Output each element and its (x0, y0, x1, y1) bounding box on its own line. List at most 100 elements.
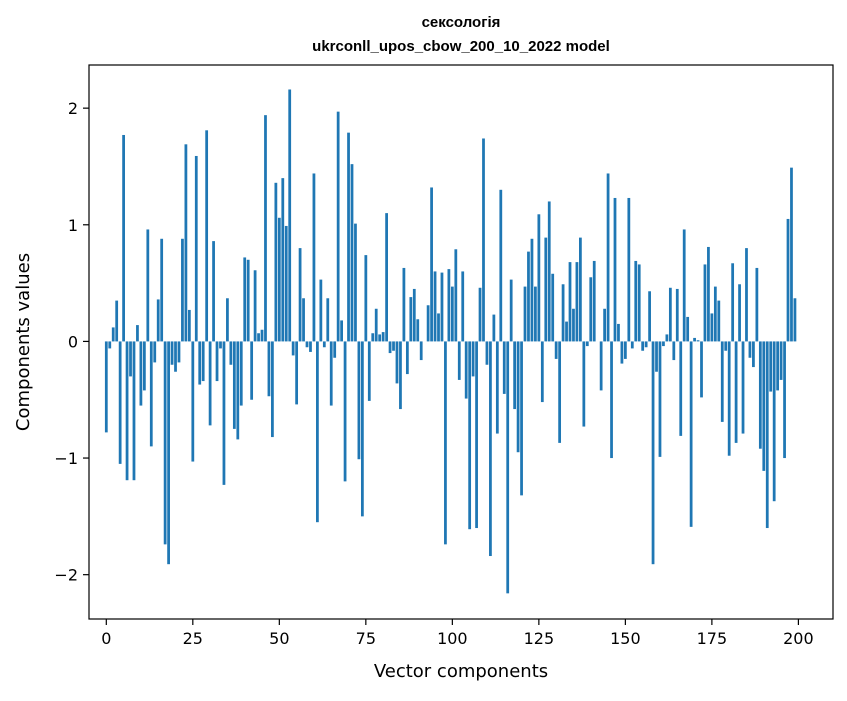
bar (579, 238, 582, 342)
bar (742, 341, 745, 433)
bar (143, 341, 146, 390)
bar (454, 249, 457, 341)
bar (697, 340, 700, 341)
bar (420, 341, 423, 360)
bar (441, 273, 444, 342)
bar (392, 341, 395, 350)
bar (496, 341, 499, 433)
bar (593, 261, 596, 341)
bar (406, 341, 409, 374)
bar (264, 115, 267, 341)
bar (537, 214, 540, 341)
bar (202, 341, 205, 381)
bar (641, 341, 644, 350)
bar (655, 341, 658, 371)
bar (551, 274, 554, 342)
bar (506, 341, 509, 593)
bar (683, 229, 686, 341)
bar (510, 280, 513, 342)
bar (707, 247, 710, 341)
bar (617, 324, 620, 341)
x-tick-label: 150 (610, 629, 641, 648)
x-tick-label: 175 (697, 629, 728, 648)
bar (236, 341, 239, 439)
bar (520, 341, 523, 495)
bar (503, 341, 506, 393)
bar (112, 327, 115, 341)
bar (461, 271, 464, 341)
bar (794, 298, 797, 341)
bar (226, 298, 229, 341)
bar (437, 313, 440, 341)
bar (513, 341, 516, 409)
bars-group (105, 89, 796, 593)
x-tick-label: 50 (269, 629, 289, 648)
bar (122, 135, 125, 341)
bar (648, 291, 651, 341)
x-tick-label: 75 (356, 629, 376, 648)
bar (755, 268, 758, 341)
bar (281, 178, 284, 341)
bar (652, 341, 655, 564)
bar (347, 133, 350, 342)
bar (313, 173, 316, 341)
bar (690, 341, 693, 526)
bar (517, 341, 520, 452)
bar (216, 341, 219, 381)
bar (524, 287, 527, 342)
bar (434, 271, 437, 341)
bar (479, 288, 482, 342)
y-tick-label: −1 (54, 449, 78, 468)
bar (337, 112, 340, 342)
bar (634, 261, 637, 341)
bar (735, 341, 738, 442)
bar (468, 341, 471, 529)
bar (627, 198, 630, 341)
bar (323, 341, 326, 347)
bar (333, 341, 336, 357)
bar (119, 341, 122, 463)
bar (309, 341, 312, 352)
bar (344, 341, 347, 481)
bar (430, 187, 433, 341)
bar (178, 341, 181, 362)
x-tick-label: 100 (437, 629, 468, 648)
bar (475, 341, 478, 528)
bar (326, 298, 329, 341)
bar (268, 341, 271, 396)
bar (669, 288, 672, 342)
bar (562, 284, 565, 341)
bar (621, 341, 624, 363)
bar (672, 341, 675, 360)
bar (330, 341, 333, 405)
bar (714, 287, 717, 342)
bar (565, 322, 568, 342)
bar (752, 341, 755, 367)
bar (174, 341, 177, 371)
bar (191, 341, 194, 461)
bar (576, 262, 579, 341)
bar (396, 341, 399, 383)
bar (185, 144, 188, 341)
bar (209, 341, 212, 425)
y-tick-label: 2 (68, 99, 78, 118)
bar (285, 226, 288, 341)
bar (738, 284, 741, 341)
bar (274, 183, 277, 342)
bar (171, 341, 174, 364)
bar (548, 201, 551, 341)
bar (126, 341, 129, 480)
bar (711, 313, 714, 341)
bar (243, 257, 246, 341)
bar (157, 299, 160, 341)
bar (195, 156, 198, 341)
bar (427, 305, 430, 341)
bar (382, 332, 385, 341)
bar (188, 310, 191, 341)
bar (624, 341, 627, 358)
x-tick-label: 125 (524, 629, 555, 648)
bar (544, 238, 547, 342)
bar (302, 298, 305, 341)
bar (375, 309, 378, 342)
